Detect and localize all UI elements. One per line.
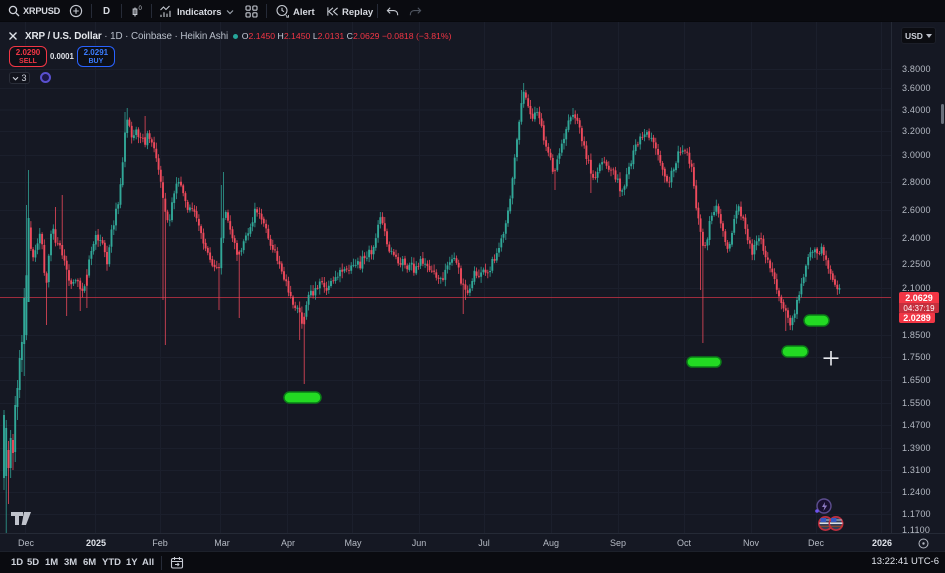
svg-text:0: 0: [139, 6, 143, 12]
